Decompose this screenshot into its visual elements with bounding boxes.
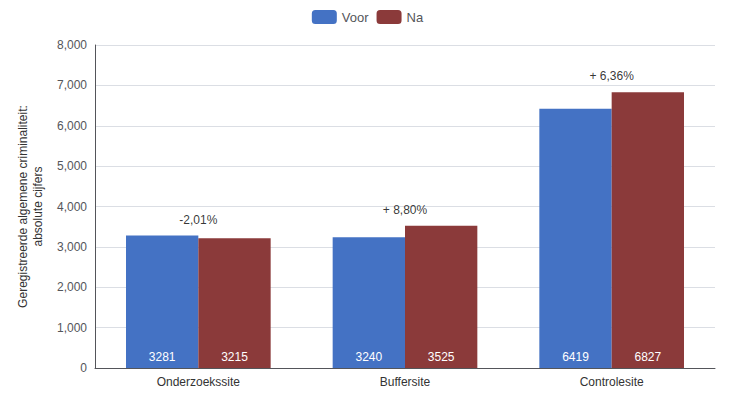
- svg-text:5,000: 5,000: [57, 159, 87, 173]
- svg-text:3281: 3281: [149, 350, 176, 364]
- svg-text:8,000: 8,000: [57, 38, 87, 52]
- svg-text:Voor: Voor: [342, 10, 369, 25]
- svg-text:3,000: 3,000: [57, 240, 87, 254]
- svg-text:Geregistreerde algemene crimin: Geregistreerde algemene criminaliteit:: [16, 105, 30, 308]
- svg-text:3525: 3525: [428, 350, 455, 364]
- svg-text:1,000: 1,000: [57, 321, 87, 335]
- svg-text:4,000: 4,000: [57, 200, 87, 214]
- svg-text:Onderzoekssite: Onderzoekssite: [157, 375, 241, 389]
- svg-text:3215: 3215: [221, 350, 248, 364]
- svg-text:6827: 6827: [634, 350, 661, 364]
- svg-text:absolute cijfers: absolute cijfers: [31, 166, 45, 246]
- svg-text:7,000: 7,000: [57, 78, 87, 92]
- svg-text:+ 8,80%: + 8,80%: [383, 203, 428, 217]
- svg-text:6419: 6419: [562, 350, 589, 364]
- svg-text:3240: 3240: [355, 350, 382, 364]
- svg-text:6,000: 6,000: [57, 119, 87, 133]
- svg-text:-2,01%: -2,01%: [179, 213, 217, 227]
- svg-text:Controlesite: Controlesite: [580, 375, 644, 389]
- svg-text:0: 0: [80, 361, 87, 375]
- svg-text:2,000: 2,000: [57, 280, 87, 294]
- svg-text:Buffersite: Buffersite: [380, 375, 431, 389]
- svg-text:+ 6,36%: + 6,36%: [589, 69, 634, 83]
- svg-text:Na: Na: [407, 10, 424, 25]
